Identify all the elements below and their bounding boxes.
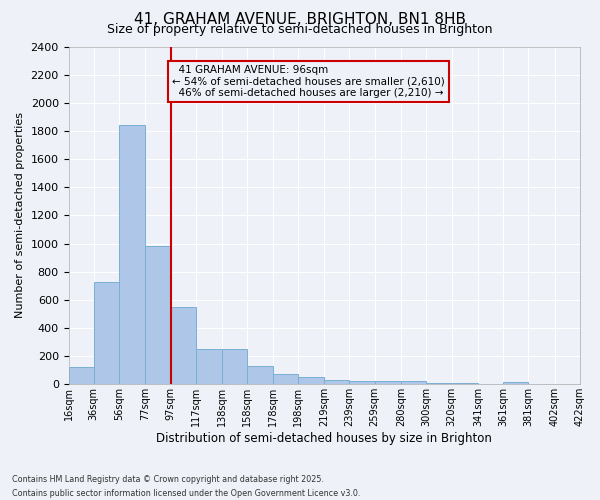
Text: Size of property relative to semi-detached houses in Brighton: Size of property relative to semi-detach… xyxy=(107,22,493,36)
Bar xyxy=(452,383,478,384)
Bar xyxy=(272,374,298,384)
Bar xyxy=(247,366,272,384)
Bar xyxy=(427,383,452,384)
Bar xyxy=(298,376,324,384)
Bar xyxy=(374,382,401,384)
Bar xyxy=(349,382,374,384)
Y-axis label: Number of semi-detached properties: Number of semi-detached properties xyxy=(15,112,25,318)
Text: Contains HM Land Registry data © Crown copyright and database right 2025.
Contai: Contains HM Land Registry data © Crown c… xyxy=(12,476,361,498)
Text: 41, GRAHAM AVENUE, BRIGHTON, BN1 8HB: 41, GRAHAM AVENUE, BRIGHTON, BN1 8HB xyxy=(134,12,466,28)
Bar xyxy=(145,246,170,384)
Bar xyxy=(94,282,119,385)
Bar xyxy=(68,368,94,384)
Bar xyxy=(170,307,196,384)
X-axis label: Distribution of semi-detached houses by size in Brighton: Distribution of semi-detached houses by … xyxy=(157,432,492,445)
Text: 41 GRAHAM AVENUE: 96sqm
← 54% of semi-detached houses are smaller (2,610)
  46% : 41 GRAHAM AVENUE: 96sqm ← 54% of semi-de… xyxy=(172,65,445,98)
Bar xyxy=(222,349,247,384)
Bar xyxy=(119,126,145,384)
Bar xyxy=(401,382,427,384)
Bar xyxy=(503,382,529,384)
Bar xyxy=(324,380,349,384)
Bar xyxy=(196,349,222,384)
